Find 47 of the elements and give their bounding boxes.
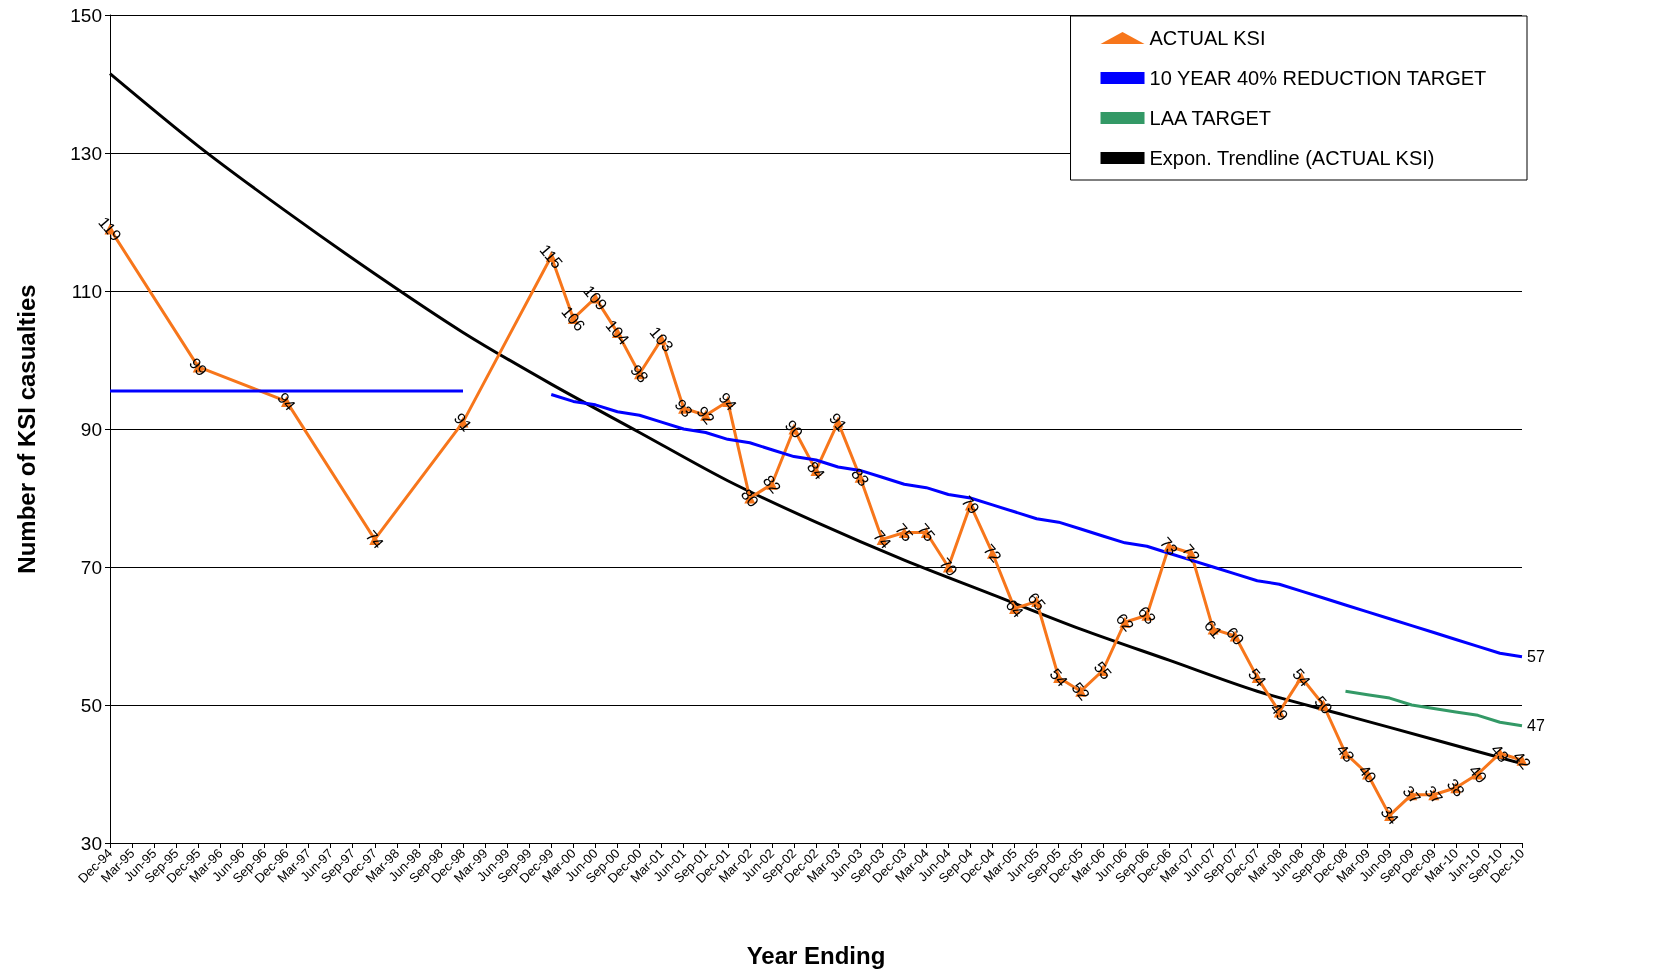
data-label: 84 [803,458,829,483]
y-tick-label: 110 [71,280,102,302]
data-label: 91 [450,409,476,435]
data-label: 40 [1355,761,1380,787]
data-label: 57 [1527,648,1545,666]
data-label: 75 [914,520,939,545]
y-tick-label: 130 [70,142,102,164]
data-label: 74 [362,527,388,552]
data-label: 37 [1399,782,1424,808]
legend-label: LAA TARGET [1149,107,1272,129]
data-label: 94 [715,389,741,414]
y-tick-label: 30 [80,832,102,854]
data-label: 115 [536,241,567,272]
x-axis-title: Year Ending [746,941,886,969]
data-label: 65 [1024,589,1049,614]
data-label: 99 [186,354,211,380]
data-label: 74 [869,527,895,552]
data-label: 98 [627,361,652,387]
data-label: 75 [892,520,917,545]
data-label: 64 [1002,596,1027,621]
data-label: 104 [602,316,633,349]
data-label: 92 [693,402,718,428]
data-label: 47 [1527,717,1545,735]
data-label: 49 [1267,699,1292,725]
data-label: 54 [1046,665,1071,690]
y-tick-label: 50 [80,694,102,716]
y-tick-label: 90 [80,418,102,440]
data-label: 94 [274,389,299,414]
data-label: 54 [1245,665,1270,690]
legend-label: 10 YEAR 40% REDUCTION TARGET [1149,67,1487,89]
legend-label: Expon. Trendline (ACTUAL KSI) [1149,147,1435,169]
data-label: 72 [980,540,1005,566]
data-label: 83 [847,465,873,490]
data-label: 70 [936,554,961,580]
data-label: 93 [671,396,696,421]
data-label: 34 [1377,803,1402,828]
y-axis-title: Number of KSI casualties [12,284,40,574]
legend-label: ACTUAL KSI [1149,27,1266,49]
y-tick-label: 70 [80,556,102,578]
data-label: 119 [95,213,125,245]
data-label: 43 [1333,741,1358,766]
data-label: 103 [646,323,677,356]
data-label: 79 [958,492,983,518]
data-label: 54 [1289,665,1314,690]
line-series [1344,689,1524,728]
y-tick-label: 150 [70,4,102,26]
data-label: 91 [825,409,851,435]
